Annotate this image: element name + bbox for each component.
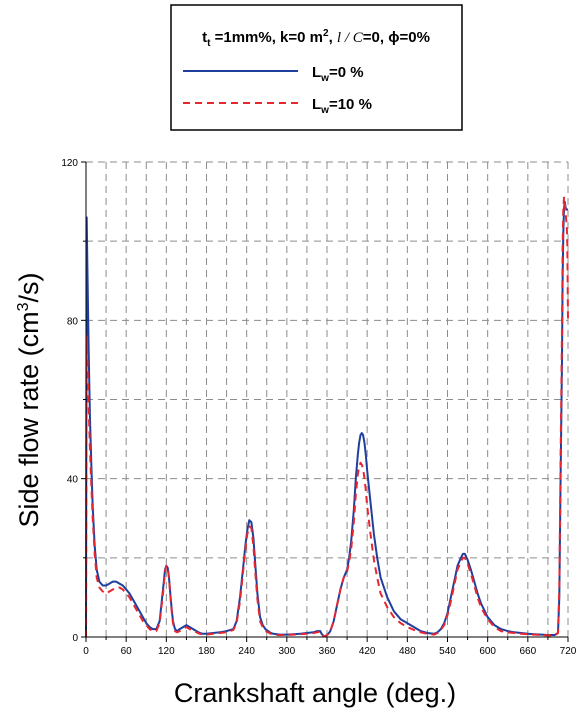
- y-axis-title: Side flow rate (cm3/s): [14, 273, 44, 528]
- legend-label-lw10-pre: L: [312, 96, 321, 113]
- legend-label-lw0-sub: w: [320, 73, 329, 84]
- y-axis-title-main: Side flow rate: [14, 364, 44, 528]
- y-axis-unit-pre: (cm: [14, 311, 44, 356]
- legend-label-lw0-pre: L: [312, 64, 321, 81]
- x-tick-label: 180: [198, 646, 215, 657]
- x-ticks: 0 60 120 180 240 300 360 420 480 540 600 660 720: [83, 637, 576, 657]
- y-axis-unit-post: /s): [14, 273, 44, 303]
- legend-header-t: t: [202, 29, 207, 46]
- x-tick-label: 480: [399, 646, 416, 657]
- legend-label-lw0: Lw=0 %: [312, 64, 364, 84]
- x-tick-label: 360: [319, 646, 336, 657]
- legend-header-tail: =0, ϕ=0%: [363, 29, 430, 46]
- x-tick-label: 60: [121, 646, 133, 657]
- legend-box: [170, 4, 463, 131]
- legend-label-lw0-post: =0 %: [329, 64, 364, 81]
- y-tick-label: 120: [61, 158, 78, 169]
- x-tick-label: 540: [439, 646, 456, 657]
- x-tick-label: 120: [158, 646, 175, 657]
- y-tick-label: 40: [67, 475, 79, 486]
- legend-header: tt =1mm%, k=0 m2, l / C=0, ϕ=0%: [202, 28, 430, 49]
- plot-area: 0 60 120 180 240 300 360 420 480 540 600 660 720 0 40…: [61, 158, 576, 657]
- legend-header-t-sub: t: [207, 38, 211, 49]
- x-axis-title: Crankshaft angle (deg.): [174, 678, 456, 708]
- legend-header-sep: ,: [329, 29, 337, 46]
- legend-header-l: l: [337, 30, 341, 46]
- grid: [86, 161, 569, 637]
- legend-header-sup: 2: [323, 28, 329, 39]
- x-tick-label: 300: [278, 646, 295, 657]
- y-axis-unit-sup: 3: [15, 302, 32, 311]
- x-tick-label: 660: [519, 646, 536, 657]
- series-layer: [85, 196, 569, 638]
- x-tick-label: 420: [359, 646, 376, 657]
- y-ticks: 0 40 80 120: [61, 158, 86, 644]
- legend-header-slash: /: [341, 30, 353, 46]
- series-line-lw10: [85, 196, 569, 638]
- y-tick-label: 80: [67, 316, 79, 327]
- legend-header-c: C: [353, 30, 364, 46]
- x-tick-label: 600: [479, 646, 496, 657]
- x-tick-label: 0: [83, 646, 89, 657]
- x-tick-label: 240: [238, 646, 255, 657]
- x-tick-label: 720: [560, 646, 576, 657]
- y-axis-title-gap: [14, 356, 44, 364]
- legend-label-lw10: Lw=10 %: [312, 96, 372, 116]
- legend: tt =1mm%, k=0 m2, l / C=0, ϕ=0% Lw=0 % L…: [170, 4, 463, 131]
- y-tick-label: 0: [72, 633, 78, 644]
- legend-label-lw10-post: =10 %: [329, 96, 372, 113]
- legend-header-mid: =1mm%, k=0 m: [210, 29, 323, 46]
- legend-label-lw10-sub: w: [320, 105, 329, 116]
